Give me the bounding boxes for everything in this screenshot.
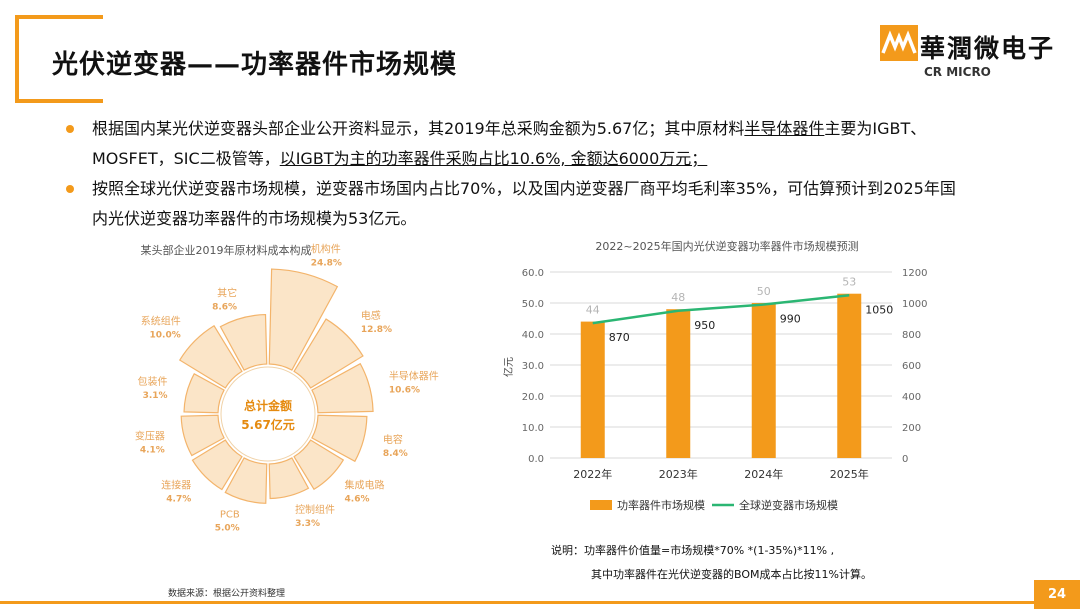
note-line-2: 其中功率器件在光伏逆变器的BOM成本占比按11%计算。 xyxy=(591,568,872,581)
pie-slice-label: 半导体器件 xyxy=(389,370,439,383)
data-source: 数据来源：根据公开资料整理 xyxy=(168,589,286,599)
legend-bar-swatch xyxy=(590,500,612,510)
y2-tick-label: 400 xyxy=(902,392,921,403)
pie-slice xyxy=(191,439,243,491)
bullet-text: 以IGBT为主的功率器件采购占比10.6%, 金额达6000万元； xyxy=(279,149,708,168)
x-tick-label: 2025年 xyxy=(830,467,869,481)
logo-text-en: CR MICRO xyxy=(924,65,991,79)
bar xyxy=(580,321,605,458)
pie-slice xyxy=(180,414,225,457)
pie-slice xyxy=(268,268,339,371)
y2-tick-label: 600 xyxy=(902,361,921,372)
pie-center-circle xyxy=(220,366,316,462)
pie-slice xyxy=(293,439,345,491)
y2-tick-label: 0 xyxy=(902,454,908,465)
line-series xyxy=(592,294,850,325)
y-tick-label: 10.0 xyxy=(522,423,544,434)
y2-tick-label: 200 xyxy=(902,423,921,434)
pie-slice-label: 电容 xyxy=(383,433,403,446)
bottom-rule xyxy=(0,601,1034,604)
pie-slice-label: 机构件 xyxy=(311,243,341,256)
pie-slice-value: 10.6% xyxy=(389,386,420,396)
slide-title: 光伏逆变器——功率器件市场规模 xyxy=(52,50,458,80)
note-line-1: 说明：功率器件价值量=市场规模*70% *(1-35%)*11% , xyxy=(551,544,835,557)
page-number: 24 xyxy=(1034,580,1080,609)
company-logo: 華潤微电子 CR MICRO xyxy=(880,25,1060,85)
bullet-item: 按照全球光伏逆变器市场规模，逆变器市场国内占比70%，以及国内逆变器厂商平均毛利… xyxy=(66,174,966,234)
pie-slice-value: 4.1% xyxy=(140,446,165,456)
y2-tick-label: 800 xyxy=(902,330,921,341)
pie-slice-value: 12.8% xyxy=(361,325,392,335)
bar-chart-title: 2022~2025年国内光伏逆变器功率器件市场规模预测 xyxy=(595,239,858,253)
pie-slice-value: 8.6% xyxy=(212,303,237,313)
y-tick-label: 50.0 xyxy=(522,299,544,310)
bar-data-label: 50 xyxy=(757,285,771,298)
pie-center-value: 5.67亿元 xyxy=(241,417,295,432)
pie-slice-value: 4.7% xyxy=(166,495,191,505)
pie-slice-label: 其它 xyxy=(217,287,237,300)
pie-slice-value: 24.8% xyxy=(311,259,342,269)
legend-line-label: 全球逆变器市场规模 xyxy=(739,498,838,512)
line-data-label: 950 xyxy=(694,319,715,332)
y2-tick-label: 1000 xyxy=(902,299,927,310)
y-tick-label: 20.0 xyxy=(522,392,544,403)
line-data-label: 1050 xyxy=(865,303,893,316)
pie-slice xyxy=(178,324,243,389)
pie-slice-label: 控制组件 xyxy=(295,503,335,516)
pie-center-label: 总计金额 xyxy=(244,398,292,413)
pie-slice xyxy=(268,457,310,500)
y-axis-label: 亿元 xyxy=(502,357,515,377)
y-tick-label: 40.0 xyxy=(522,330,544,341)
bullet-dot-icon xyxy=(66,125,74,133)
pie-slice-value: 4.6% xyxy=(345,495,370,505)
pie-slice xyxy=(311,362,374,414)
bullet-list: 根据国内某光伏逆变器头部企业公开资料显示，其2019年总采购金额为5.67亿；其… xyxy=(66,114,966,234)
bullet-text: 按照全球光伏逆变器市场规模，逆变器市场国内占比70%，以及国内逆变器厂商平均毛利… xyxy=(92,179,956,228)
pie-slice-value: 5.0% xyxy=(215,524,240,534)
pie-chart: 某头部企业2019年原材料成本构成 机构件 24.8% 电感 12.8% 半导体器件 10.… xyxy=(135,243,439,534)
pie-slice-value: 10.0% xyxy=(150,331,181,341)
bullet-dot-icon xyxy=(66,185,74,193)
x-tick-label: 2023年 xyxy=(659,467,698,481)
y-tick-label: 60.0 xyxy=(522,268,544,279)
bullet-item: 根据国内某光伏逆变器头部企业公开资料显示，其2019年总采购金额为5.67亿；其… xyxy=(66,114,966,174)
bar xyxy=(666,309,691,458)
x-tick-label: 2022年 xyxy=(573,467,612,481)
logo-text-cn: 華潤微电子 xyxy=(920,34,1056,63)
line-data-label: 870 xyxy=(609,331,630,344)
pie-slice-value: 3.1% xyxy=(143,391,168,401)
pie-slice xyxy=(219,313,268,371)
pie-slice-value: 3.3% xyxy=(295,519,320,529)
bar-line-chart: 2022~2025年国内光伏逆变器功率器件市场规模预测 0.0 10.0 20.0 30… xyxy=(502,239,927,512)
legend-bar-label: 功率器件市场规模 xyxy=(617,498,705,512)
x-tick-label: 2024年 xyxy=(744,467,783,481)
title-bracket xyxy=(15,15,103,103)
bar-data-label: 53 xyxy=(842,276,856,289)
pie-slice-label: 连接器 xyxy=(161,479,191,492)
bullet-text: 半导体器件 xyxy=(744,119,825,138)
pie-slice-label: 集成电路 xyxy=(345,479,385,492)
y-tick-label: 30.0 xyxy=(522,361,544,372)
y2-tick-label: 1200 xyxy=(902,268,927,279)
bar-data-label: 44 xyxy=(586,304,600,317)
bar xyxy=(837,293,862,458)
pie-slice xyxy=(183,373,225,414)
pie-slice-label: 系统组件 xyxy=(141,315,181,328)
bar-data-label: 48 xyxy=(671,291,685,304)
pie-slice-value: 8.4% xyxy=(383,449,408,459)
pie-slice-label: PCB xyxy=(220,510,240,521)
pie-slice-label: 电感 xyxy=(361,309,381,322)
pie-slice-label: 变压器 xyxy=(135,430,165,443)
bullet-text: 主要为IGBT、MOSFET，SIC二极管等， xyxy=(92,119,927,168)
pie-slice xyxy=(293,318,364,389)
bullet-text: 根据国内某光伏逆变器头部企业公开资料显示，其2019年总采购金额为5.67亿；其… xyxy=(92,119,745,138)
logo-mark-icon xyxy=(880,25,918,61)
pie-slice-label: 包装件 xyxy=(138,375,168,388)
pie-slice xyxy=(224,457,268,504)
pie-title: 某头部企业2019年原材料成本构成 xyxy=(141,243,312,257)
y-tick-label: 0.0 xyxy=(528,454,544,465)
line-data-label: 990 xyxy=(780,313,801,326)
pie-slice xyxy=(311,414,368,463)
bar xyxy=(751,303,776,458)
